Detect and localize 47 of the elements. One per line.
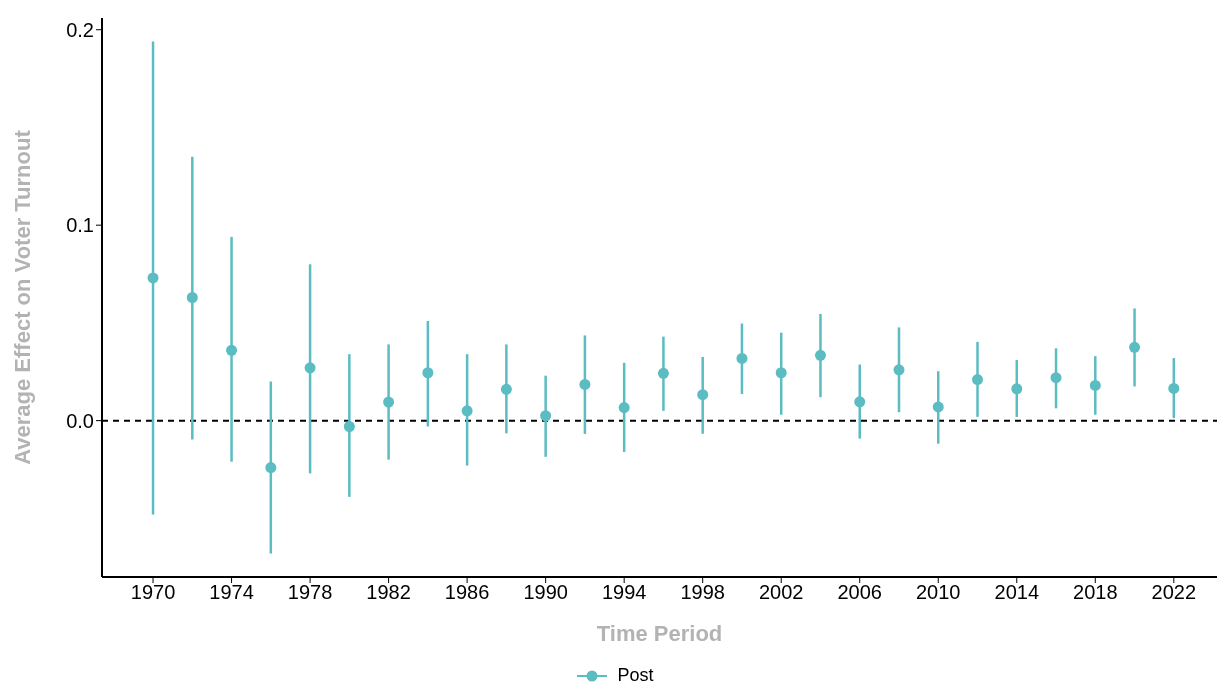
point [186, 292, 198, 303]
x-axis-title: Time Period [596, 621, 723, 646]
point [1011, 383, 1023, 395]
point [657, 367, 669, 379]
point [697, 389, 709, 401]
point [304, 362, 316, 374]
x-tick-label: 1974 [209, 581, 254, 604]
point [265, 462, 277, 474]
point [814, 349, 826, 361]
y-tick-label: 0.1 [66, 214, 94, 237]
point [893, 364, 905, 376]
point [579, 378, 591, 390]
point [343, 421, 355, 432]
x-tick-label: 2010 [916, 581, 961, 604]
point [1168, 382, 1180, 394]
x-tick-label: 2006 [837, 581, 882, 604]
x-tick-label: 2002 [758, 581, 804, 604]
point [1050, 372, 1062, 384]
point [618, 402, 630, 414]
x-tick-label: 1994 [601, 581, 647, 604]
x-tick-label: 1970 [130, 581, 176, 604]
point [500, 383, 512, 395]
point [422, 367, 434, 379]
x-tick-label: 1982 [366, 581, 411, 604]
point [226, 344, 238, 356]
x-tick-label: 1990 [523, 581, 568, 604]
point [540, 410, 552, 422]
point [1129, 341, 1141, 353]
point [461, 405, 473, 417]
point [1089, 379, 1101, 391]
point [972, 374, 984, 386]
y-tick-label: 0.0 [66, 409, 94, 432]
x-tick-label: 2018 [1073, 581, 1118, 604]
x-tick-label: 2014 [994, 581, 1040, 604]
x-tick-label: 2022 [1151, 581, 1197, 604]
x-tick-label: 1986 [444, 581, 490, 604]
point [932, 401, 944, 413]
x-tick-label: 1998 [680, 581, 725, 604]
point [147, 272, 159, 284]
y-tick-label: 0.2 [66, 18, 94, 41]
point [736, 352, 748, 364]
y-axis-title: Average Effect on Voter Turnout [9, 129, 35, 465]
point [383, 396, 395, 408]
point [775, 367, 787, 379]
legend-label: Post [617, 665, 654, 686]
x-tick-label: 1978 [287, 581, 333, 604]
point [854, 396, 866, 408]
